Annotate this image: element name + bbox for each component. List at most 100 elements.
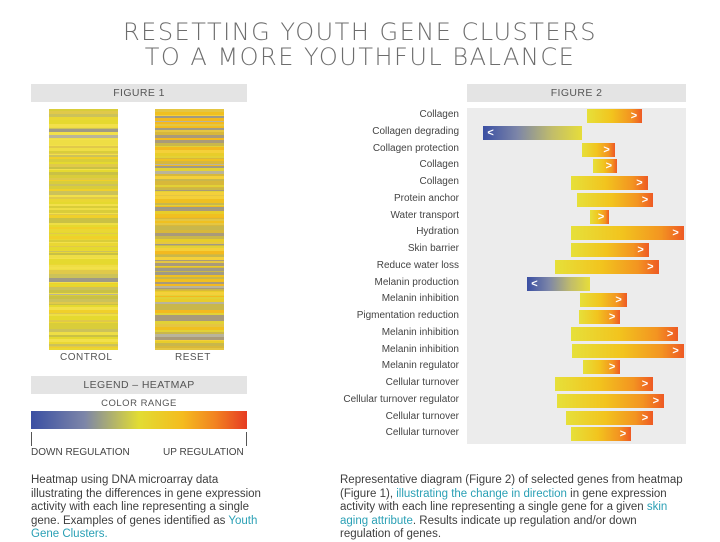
heatmap-line: [155, 143, 224, 146]
heatmap-line: [49, 124, 118, 127]
heatmap-line: [155, 196, 224, 199]
heatmap-line: [49, 337, 118, 339]
heatmap-line: [155, 218, 224, 219]
heatmap-line: [49, 252, 118, 253]
heatmap-line: [155, 318, 224, 321]
heatmap-line: [155, 116, 224, 118]
heatmap-line: [155, 341, 224, 343]
gene-row: Melanin inhibition >: [0, 292, 720, 309]
caption-left-highlight: Youth Gene Clusters.: [31, 514, 258, 541]
heatmap-line: [49, 250, 118, 251]
heatmap-line: [49, 332, 118, 335]
heatmap-line: [49, 270, 118, 272]
gene-bar: >: [565, 410, 654, 425]
legend-header: LEGEND – HEATMAP: [31, 376, 247, 394]
heatmap-line: [155, 226, 224, 227]
gene-row: Melanin inhibition >: [0, 343, 720, 360]
heatmap-line: [155, 174, 224, 176]
heatmap-line: [155, 219, 224, 221]
heatmap-line: [155, 245, 224, 246]
heatmap-line: [155, 246, 224, 248]
heatmap-line: [155, 307, 224, 310]
gene-row: Pigmentation reduction >: [0, 309, 720, 326]
heatmap-line: [49, 258, 118, 259]
heatmap-line: [49, 155, 118, 157]
heatmap-line: [49, 109, 118, 111]
up-arrow-icon: >: [672, 344, 679, 357]
heatmap-line: [49, 247, 118, 250]
heatmap-line: [155, 254, 224, 255]
heatmap-line: [49, 189, 118, 191]
gene-label: Collagen: [419, 176, 459, 187]
heatmap-line: [49, 214, 118, 215]
gene-row: Collagen protection >: [0, 142, 720, 159]
heatmap-line: [49, 114, 118, 117]
heatmap-line: [49, 296, 118, 299]
heatmap-line: [49, 148, 118, 150]
heatmap-line: [49, 261, 118, 264]
heatmap-line: [155, 127, 224, 128]
heatmap-reset-column: [155, 109, 224, 350]
heatmap-line: [155, 272, 224, 275]
caption-right-highlight-2: skin aging attribute: [340, 501, 668, 527]
heatmap-line: [155, 327, 224, 330]
gene-row: Protein anchor >: [0, 192, 720, 209]
gene-bar: >: [556, 393, 665, 408]
heatmap-line: [49, 208, 118, 210]
gene-label: Reduce water loss: [376, 259, 459, 271]
heatmap-line: [49, 345, 118, 346]
caption-right-part-3: . Results indicate up regulation and/or …: [340, 514, 637, 541]
gene-label: Collagen: [419, 109, 459, 120]
up-arrow-icon: >: [608, 361, 616, 374]
gene-bar: >: [554, 259, 659, 274]
down-arrow-icon: <: [531, 277, 538, 290]
heatmap-line: [49, 272, 118, 274]
heatmap-line: [155, 284, 224, 286]
heatmap-line: [155, 260, 224, 261]
heatmap-line: [49, 304, 118, 305]
heatmap-line: [155, 291, 224, 292]
heatmap-line: [155, 109, 224, 112]
heatmap-line: [49, 323, 118, 326]
heatmap-line: [49, 255, 118, 258]
heatmap-line: [49, 215, 118, 218]
heatmap-line: [155, 304, 224, 307]
heatmap-line: [49, 146, 118, 148]
heatmap-line: [49, 294, 118, 295]
gene-label: Cellular turnover regulator: [343, 393, 459, 405]
gene-row: Water transport >: [0, 209, 720, 226]
heatmap-line: [155, 248, 224, 251]
gene-label: Cellular turnover: [385, 427, 459, 439]
heatmap-line: [49, 240, 118, 242]
gene-bar: >: [592, 159, 617, 174]
heatmap-line: [49, 186, 118, 189]
heatmap-line: [49, 346, 118, 347]
gene-bar: >: [587, 109, 643, 123]
up-arrow-icon: >: [672, 227, 679, 240]
heatmap-line: [155, 299, 224, 302]
up-regulation-label: UP REGULATION: [163, 447, 244, 458]
heatmap-line: [49, 204, 118, 206]
reset-label: RESET: [175, 352, 211, 363]
heatmap-line: [49, 329, 118, 332]
heatmap-line: [155, 332, 224, 334]
heatmap-line: [155, 288, 224, 289]
heatmap-line: [49, 150, 118, 151]
gene-row: Hydration >: [0, 225, 720, 242]
heatmap-line: [155, 255, 224, 257]
heatmap-control-column: [49, 109, 118, 350]
heatmap-line: [155, 348, 224, 350]
heatmap-line: [155, 199, 224, 201]
heatmap-line: [155, 146, 224, 147]
heatmap-line: [49, 199, 118, 202]
heatmap-line: [155, 302, 224, 304]
heatmap-line: [49, 117, 118, 120]
heatmap-line: [155, 207, 224, 209]
heatmap-line: [49, 259, 118, 261]
heatmap-line: [155, 191, 224, 192]
heatmap-line: [155, 115, 224, 116]
heatmap-line: [155, 118, 224, 121]
up-arrow-icon: >: [603, 143, 610, 156]
heatmap-line: [49, 347, 118, 348]
heatmap-line: [49, 283, 118, 284]
